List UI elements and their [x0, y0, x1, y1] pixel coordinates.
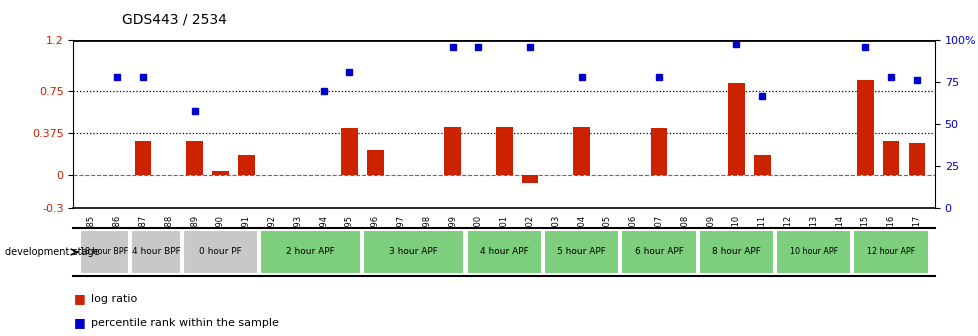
FancyBboxPatch shape	[776, 230, 851, 274]
Bar	[495, 127, 512, 175]
Text: log ratio: log ratio	[91, 294, 137, 304]
Text: percentile rank within the sample: percentile rank within the sample	[91, 318, 279, 328]
Bar	[882, 141, 899, 175]
Text: 4 hour APF: 4 hour APF	[479, 248, 528, 256]
Bar	[908, 143, 924, 175]
FancyBboxPatch shape	[131, 230, 181, 274]
FancyBboxPatch shape	[363, 230, 464, 274]
Text: ■: ■	[73, 316, 85, 329]
Text: 18 hour BPF: 18 hour BPF	[80, 248, 128, 256]
Text: 6 hour APF: 6 hour APF	[634, 248, 683, 256]
Text: 10 hour APF: 10 hour APF	[789, 248, 837, 256]
Bar	[212, 171, 229, 175]
FancyBboxPatch shape	[79, 230, 129, 274]
FancyBboxPatch shape	[853, 230, 928, 274]
Text: 4 hour BPF: 4 hour BPF	[131, 248, 180, 256]
FancyBboxPatch shape	[621, 230, 696, 274]
Text: 3 hour APF: 3 hour APF	[389, 248, 438, 256]
Bar	[753, 155, 770, 175]
Text: 5 hour APF: 5 hour APF	[556, 248, 605, 256]
Bar	[186, 141, 202, 175]
Bar	[238, 155, 254, 175]
Bar	[444, 127, 461, 175]
Bar	[856, 80, 872, 175]
Text: 12 hour APF: 12 hour APF	[867, 248, 914, 256]
Bar	[521, 175, 538, 182]
Bar	[367, 150, 383, 175]
FancyBboxPatch shape	[698, 230, 774, 274]
Bar	[572, 127, 590, 175]
FancyBboxPatch shape	[183, 230, 258, 274]
FancyBboxPatch shape	[467, 230, 541, 274]
Text: development stage: development stage	[5, 247, 100, 257]
Text: 2 hour APF: 2 hour APF	[286, 248, 334, 256]
FancyBboxPatch shape	[260, 230, 361, 274]
Text: ■: ■	[73, 293, 85, 305]
Bar	[340, 128, 357, 175]
Bar	[650, 128, 667, 175]
Bar	[135, 141, 152, 175]
Text: GDS443 / 2534: GDS443 / 2534	[122, 13, 227, 27]
FancyBboxPatch shape	[544, 230, 619, 274]
Bar	[728, 83, 744, 175]
Text: 0 hour PF: 0 hour PF	[199, 248, 242, 256]
Text: 8 hour APF: 8 hour APF	[711, 248, 760, 256]
